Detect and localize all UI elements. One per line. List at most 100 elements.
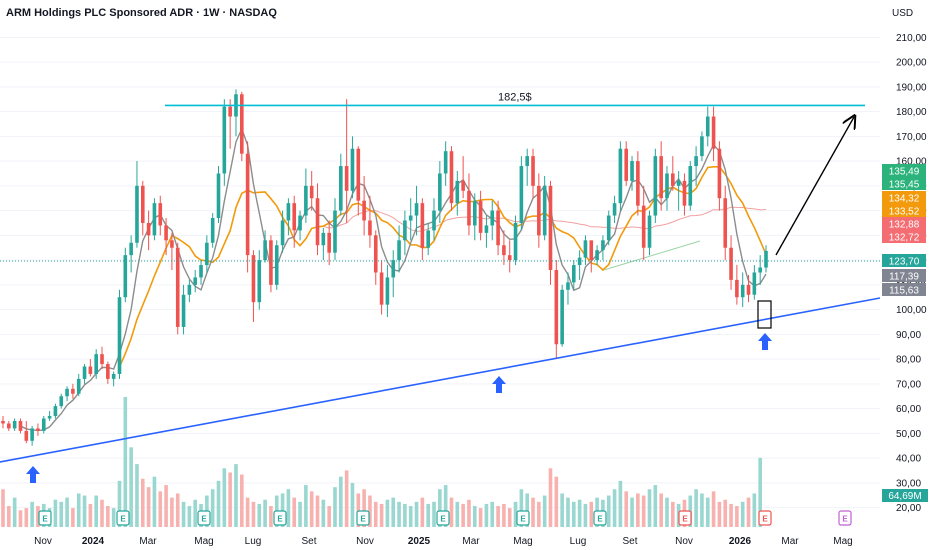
candle-body [391,260,396,278]
price-tag-bg [882,177,926,190]
volume-bar [612,489,617,527]
earnings-marker[interactable]: E [38,510,52,526]
earnings-badge[interactable] [678,510,692,526]
volume-bar [53,499,58,527]
earnings-badge[interactable] [593,510,607,526]
earnings-marker[interactable]: E [197,510,211,526]
price-tag: 134,32 [882,191,926,205]
volume-tag: 64,69M [882,489,928,502]
earnings-badge[interactable] [356,510,370,526]
earnings-badge[interactable] [197,510,211,526]
candle [554,260,559,360]
volume-bar [472,506,477,527]
candle-body [164,225,168,241]
volume-bar [502,503,506,527]
candlesticks [1,89,768,446]
candle-body [135,185,139,243]
earnings-marker[interactable]: E [678,510,692,526]
candle-body [228,106,232,117]
earnings-marker[interactable]: E [436,510,450,526]
volume-bar [694,489,698,527]
earnings-badge[interactable] [758,510,772,526]
candle [467,173,471,236]
earnings-letter: E [360,515,366,524]
volume-bar [30,501,34,527]
x-tick-label: Mar [781,536,799,547]
volume-bar [36,506,40,527]
earnings-marker[interactable]: E [838,510,852,526]
candle-body [199,265,203,278]
volume-bar [740,501,745,527]
earnings-marker[interactable]: E [758,510,772,526]
volume-bar [94,495,98,527]
candle-body [659,156,663,199]
earnings-marker[interactable]: E [116,510,130,526]
earnings-badge[interactable] [273,510,287,526]
earnings-badge[interactable] [116,510,130,526]
volume-bar [152,476,157,527]
candle [356,146,361,216]
candle-body [647,215,652,248]
volume-bar [507,508,512,527]
price-tag: 132,72 [882,230,926,244]
candle [315,183,320,256]
candle-body [403,220,407,241]
volume-bar [245,497,250,527]
time-axis[interactable]: Nov 2024 Mar Mag Lug Set Nov 2025 Mar Mag Lug Set No… [34,536,853,547]
volume-bar [234,464,238,527]
price-tag-value: 123,70 [889,257,920,268]
candle-body [496,210,500,246]
candle-body [181,294,186,327]
earnings-badge[interactable] [838,510,852,526]
candle [414,185,419,236]
x-tick-label: Set [622,536,637,547]
candle-body [175,247,180,327]
earnings-marker[interactable]: E [593,510,607,526]
candle-body [216,173,221,219]
earnings-marker[interactable]: E [356,510,370,526]
volume-bar [426,503,430,527]
x-tick-label: Mag [833,536,852,547]
candle [228,99,232,149]
candle [461,156,465,199]
earnings-marker[interactable]: E [273,510,287,526]
candle-body [65,388,69,397]
earnings-letter: E [842,515,848,524]
earnings-badge[interactable] [436,510,450,526]
candle-body [397,240,401,261]
candle-body [507,255,512,261]
candle [682,173,687,216]
candle [164,218,168,256]
candle-body [595,250,599,261]
ma-slow-line [118,166,767,368]
volume-bar [705,497,710,527]
volume-bar [368,495,372,527]
volume-bar [216,480,221,527]
volume-bar [653,485,658,527]
candle-body [630,161,634,181]
volume-bar [292,497,297,527]
earnings-marker[interactable]: E [516,510,530,526]
candle [140,180,145,236]
candle-body [490,210,495,226]
earnings-badge[interactable] [38,510,52,526]
volume-bar [542,495,547,527]
price-tag-value: 117,39 [889,272,919,283]
volume-bar [82,495,87,527]
candle [496,200,500,256]
earnings-badge[interactable] [516,510,530,526]
ascending-trendline[interactable] [0,297,881,463]
volume-bar [263,499,267,527]
candle-body [740,284,745,298]
projection-arrow[interactable] [775,117,854,256]
candle-body [59,396,64,407]
candle-body [362,200,366,221]
price-tag: 115,63 [882,283,926,297]
currency-label[interactable]: USD [892,8,914,19]
highlight-box[interactable] [757,300,772,329]
volume-bar [659,493,663,527]
candle [59,393,64,409]
volume-bar [100,499,104,527]
